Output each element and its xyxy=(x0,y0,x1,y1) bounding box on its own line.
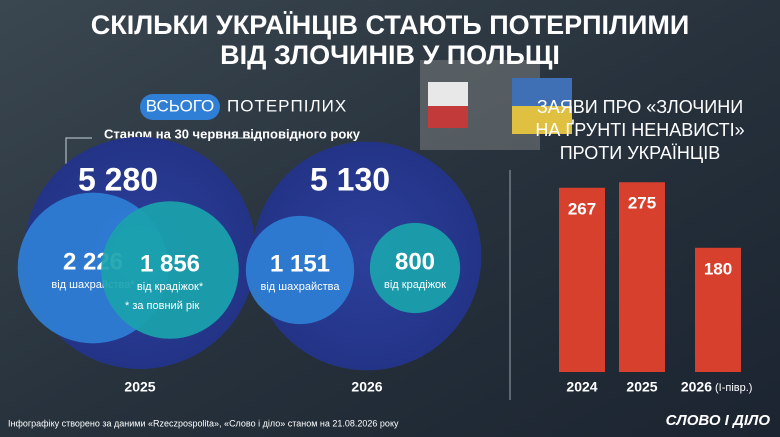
total-value: 5 130 xyxy=(310,161,390,197)
flag-pl xyxy=(428,82,468,106)
bar-title: ПРОТИ УКРАЇНЦІВ xyxy=(560,143,721,163)
part-circle xyxy=(369,222,461,314)
bar-value: 275 xyxy=(628,194,656,213)
logo: СЛОВО І ДІЛО xyxy=(666,412,771,429)
flag-pl xyxy=(428,106,468,128)
footer: Інфографіку створено за даними «Rzeczpos… xyxy=(8,418,399,428)
part-circle xyxy=(101,201,239,339)
bar-category: 2026 xyxy=(681,379,712,395)
bar-value: 267 xyxy=(568,199,596,218)
part-value: 800 xyxy=(395,248,435,275)
bar-title: ЗАЯВИ ПРО «ЗЛОЧИНИ xyxy=(537,97,743,117)
bar xyxy=(619,182,665,372)
total-value: 5 280 xyxy=(78,161,158,197)
part-value: 1 151 xyxy=(270,250,330,277)
badge xyxy=(140,94,220,120)
bar-title: НА ҐРУНТІ НЕНАВИСТІ» xyxy=(535,119,744,140)
year-label: 2026 xyxy=(351,379,382,395)
part-label: від крадіжок* xyxy=(137,281,204,293)
bar xyxy=(559,187,605,372)
flag-ua xyxy=(512,78,572,106)
part-circle xyxy=(245,215,355,325)
note: * за повний рік xyxy=(125,300,199,312)
part-value: 1 856 xyxy=(140,250,200,277)
badge-text: ВСЬОГО xyxy=(146,96,215,115)
bar xyxy=(695,247,741,372)
title: ВІД ЗЛОЧИНІВ У ПОЛЬЩІ xyxy=(220,40,560,70)
part-label: від крадіжок xyxy=(384,279,446,291)
flag-ua xyxy=(512,106,572,134)
bar-value: 180 xyxy=(704,259,732,278)
year-label: 2025 xyxy=(124,379,155,395)
title: СКІЛЬКИ УКРАЇНЦІВ СТАЮТЬ ПОТЕРПІЛИМИ xyxy=(91,10,690,40)
section-title: ПОТЕРПІЛИХ xyxy=(227,96,347,115)
part-label: від шахрайства xyxy=(261,281,341,293)
bracket xyxy=(65,137,255,176)
bar-category: 2025 xyxy=(626,379,657,395)
subtitle: Станом на 30 червня відповідного року xyxy=(104,126,361,141)
period-note: (І-півр.) xyxy=(715,382,752,394)
bar-category: 2024 xyxy=(566,379,597,395)
